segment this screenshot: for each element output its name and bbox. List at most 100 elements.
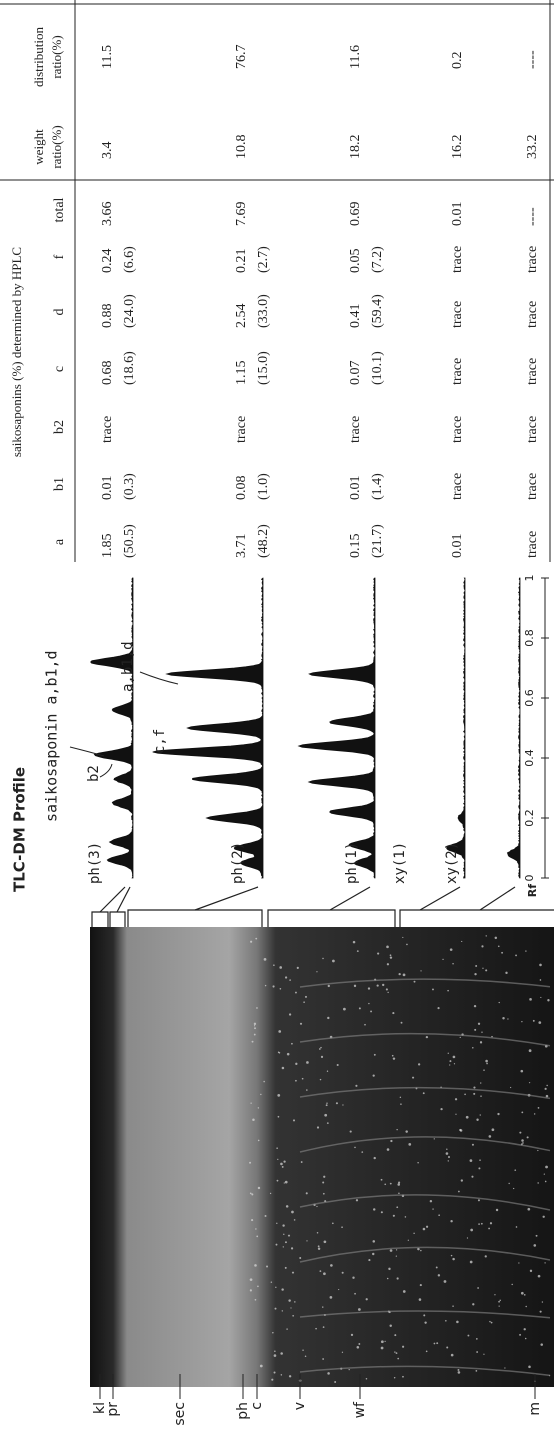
- speck: [398, 1192, 400, 1194]
- speck: [455, 1098, 457, 1100]
- speck: [486, 935, 487, 936]
- speck: [276, 1147, 278, 1149]
- speck: [498, 1301, 500, 1303]
- speck: [390, 1140, 392, 1142]
- speck: [466, 1116, 469, 1119]
- speck: [305, 1355, 307, 1357]
- speck: [250, 1193, 252, 1195]
- speck: [338, 1289, 339, 1290]
- speck: [354, 1147, 356, 1149]
- speck: [258, 1187, 260, 1189]
- table-cell: trace: [348, 416, 363, 443]
- speck: [257, 1286, 259, 1288]
- speck: [265, 1215, 267, 1217]
- tissue-label: c: [249, 1402, 265, 1410]
- speck: [519, 1334, 521, 1336]
- speck: [295, 1063, 297, 1065]
- speck: [351, 1334, 353, 1336]
- table-cell: 16.2: [450, 135, 465, 160]
- speck: [327, 1071, 328, 1072]
- speck: [413, 1233, 414, 1234]
- speck: [342, 1352, 343, 1353]
- page: {"tissue_labels": ["kl", "pr", "sec", "p…: [0, 0, 554, 1432]
- speck: [355, 1085, 357, 1087]
- speck: [254, 1023, 256, 1025]
- speck: [374, 1054, 376, 1056]
- speck: [521, 1111, 523, 1113]
- speck: [510, 1087, 511, 1088]
- speck: [278, 1116, 280, 1118]
- speck: [274, 1350, 275, 1351]
- table-cell: 3.4: [100, 142, 115, 160]
- speck: [386, 946, 389, 949]
- axis-tick-label: 0.8: [523, 629, 536, 647]
- table-cell: trace: [450, 358, 465, 385]
- speck: [289, 1375, 291, 1377]
- speck: [372, 1253, 374, 1255]
- speck: [495, 937, 497, 939]
- speck: [530, 1270, 532, 1272]
- speck: [451, 1255, 452, 1256]
- axis-tick-label: 0: [523, 875, 536, 882]
- speck: [481, 1031, 482, 1032]
- speck: [482, 968, 483, 969]
- speck: [359, 1007, 361, 1009]
- speck: [543, 1216, 545, 1218]
- speck: [319, 1048, 321, 1050]
- speck: [374, 1157, 376, 1159]
- speck: [452, 1305, 454, 1307]
- table-cell: 1.15: [234, 361, 249, 386]
- speck: [254, 1025, 255, 1026]
- table-cell: trace: [525, 531, 540, 558]
- speck: [382, 984, 384, 986]
- speck: [381, 1347, 384, 1350]
- speck: [453, 1056, 456, 1059]
- speck: [448, 1156, 450, 1158]
- speck: [277, 1094, 280, 1097]
- tissue-label: m: [527, 1402, 543, 1416]
- speck: [451, 1354, 454, 1357]
- table-cell: (48.2): [256, 524, 271, 558]
- speck: [524, 1294, 526, 1296]
- speck: [490, 1222, 492, 1224]
- column-header: distribution: [31, 27, 46, 87]
- speck: [475, 1370, 477, 1372]
- speck: [356, 1199, 358, 1201]
- speck: [540, 979, 542, 981]
- speck: [293, 1119, 295, 1121]
- speck: [285, 1181, 288, 1184]
- tissue-label: pr: [105, 1402, 121, 1417]
- speck: [328, 985, 330, 987]
- speck: [342, 1104, 343, 1105]
- speck: [392, 1055, 394, 1057]
- speck: [255, 1228, 256, 1229]
- speck: [284, 1182, 285, 1183]
- speck: [397, 1358, 399, 1360]
- speck: [426, 1351, 428, 1353]
- speck: [370, 1010, 372, 1012]
- speck: [306, 1240, 307, 1241]
- speck: [255, 1299, 257, 1301]
- speck: [252, 1119, 255, 1122]
- table-cell: 0.01: [450, 534, 465, 559]
- table-cell: (33.0): [256, 294, 271, 328]
- speck: [260, 1365, 263, 1368]
- table-cell: 0.08: [234, 476, 249, 501]
- speck: [320, 1079, 321, 1080]
- table-cell: 0.41: [348, 304, 363, 329]
- table-cell: ----: [525, 207, 540, 226]
- rotated-figure: klprsecphcvwfmTLC-DM Profilesaikosaponin…: [0, 0, 554, 1432]
- speck: [266, 1265, 268, 1267]
- speck: [303, 1001, 305, 1003]
- speck: [533, 1020, 535, 1022]
- speck: [264, 958, 267, 961]
- speck: [273, 964, 275, 966]
- speck: [316, 971, 317, 972]
- speck: [412, 1077, 414, 1079]
- speck: [438, 1214, 440, 1216]
- speck: [486, 1063, 488, 1065]
- speck: [387, 992, 388, 993]
- speck: [326, 1104, 328, 1106]
- speck: [488, 1228, 490, 1230]
- tlc-subtitle: saikosaponin a,b1,d: [43, 650, 61, 822]
